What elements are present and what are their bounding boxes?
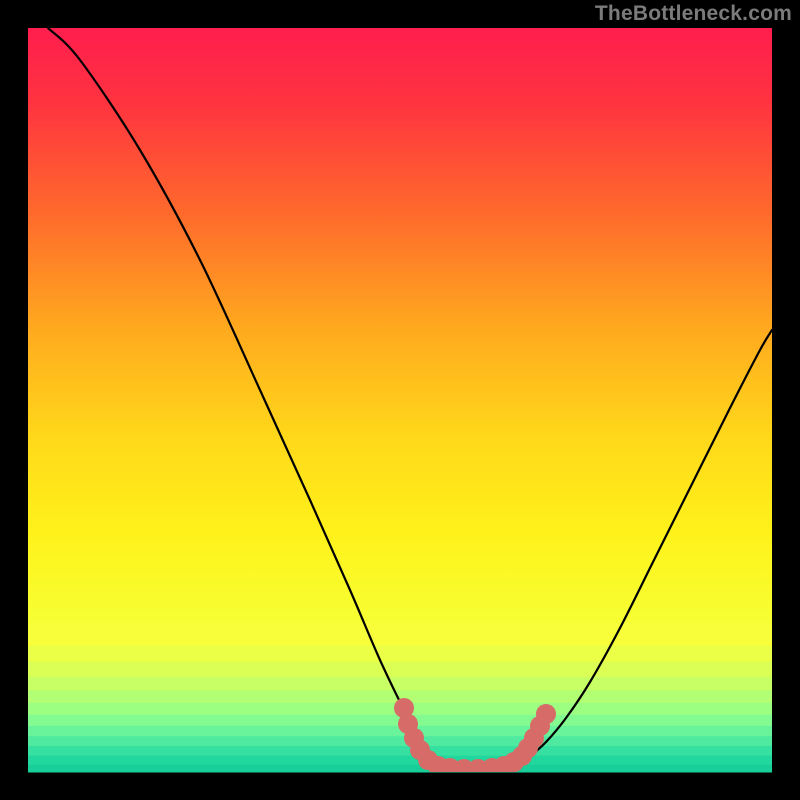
trough-marker bbox=[536, 704, 556, 724]
chart-stage: TheBottleneck.com bbox=[0, 0, 800, 800]
bottom-band bbox=[28, 623, 772, 646]
chart-svg bbox=[0, 0, 800, 800]
bottom-band bbox=[28, 756, 772, 765]
bottom-band bbox=[28, 662, 772, 677]
bottom-band bbox=[28, 746, 772, 756]
bottom-band bbox=[28, 765, 772, 773]
bottom-band bbox=[28, 677, 772, 691]
bottom-band bbox=[28, 736, 772, 746]
bottom-band bbox=[28, 646, 772, 663]
